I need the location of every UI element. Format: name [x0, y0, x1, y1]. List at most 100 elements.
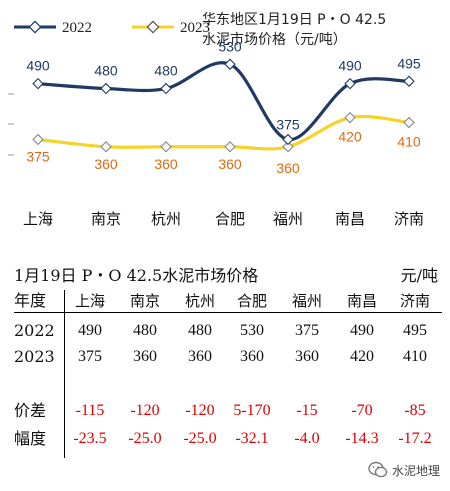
table-row-3-cell-0: -23.5: [73, 430, 107, 447]
category-label-0: 上海: [23, 210, 53, 228]
point-2022-3: [224, 58, 236, 70]
table-row-2-cell-4: -15: [296, 402, 318, 419]
legend-marker-2022: [28, 20, 42, 34]
category-label-5: 南昌: [335, 210, 365, 228]
table-vertical-divider: [64, 290, 65, 458]
table-header-row-cell-5: 南昌: [346, 292, 377, 310]
data-label-2022-4: 375: [276, 116, 300, 132]
series-lines: 490 480 480 530 375 490 495 375 360 360 360 360 420 4…: [26, 38, 421, 176]
watermark-text: 水泥地理: [391, 463, 440, 478]
data-label-2023-2: 360: [154, 156, 178, 172]
x-axis-categories: 上海 南京 杭州 合肥 福州 南昌 济南: [23, 210, 424, 228]
point-2022-1: [100, 82, 112, 95]
category-label-2: 杭州: [151, 210, 181, 228]
table-title: 1月19日 P・O 42.5水泥市场价格: [14, 266, 259, 285]
table-row-3-cell-2: -25.0: [183, 430, 217, 447]
data-label-2022-2: 480: [154, 63, 178, 79]
table-row-3: 幅度 -23.5 -25.0 -25.0 -32.1 -4.0 -14.3 -17.2: [0, 426, 450, 452]
table-row-1-cell-4: 360: [295, 348, 319, 365]
table-header-row-cell-4: 福州: [291, 292, 322, 310]
table-row-1-cell-0: 375: [78, 348, 102, 365]
table-row-1-cell-2: 360: [188, 348, 212, 365]
point-2023-0: [32, 133, 44, 146]
table-row-0-cell-4: 375: [295, 322, 319, 339]
table-row-2-cell-5: -70: [351, 402, 373, 419]
legend-label-2022: 2022: [62, 20, 92, 36]
data-label-2022-1: 480: [94, 63, 118, 79]
point-2022-6: [403, 75, 415, 87]
wechat-icon: [368, 461, 388, 478]
table-row-0-cell-3: 530: [240, 322, 264, 339]
point-2022-5: [344, 77, 356, 90]
y-axis-ticks: [8, 93, 14, 156]
table-row-1-cell-3: 360: [240, 348, 264, 365]
table-row-2-cell-1: -120: [130, 402, 160, 419]
data-label-2022-6: 495: [397, 55, 421, 71]
data-label-2023-6: 410: [397, 134, 421, 150]
price-table: 1月19日 P・O 42.5水泥市场价格 元/吨 年度 上海 南京 杭州 合肥 福州 南昌 济…: [0, 258, 450, 458]
table-row-3-cell-3: -32.1: [235, 430, 269, 447]
chart-legend: 2022 2023: [14, 20, 210, 36]
table-row-1-label: 2023: [14, 347, 55, 366]
table-header-row-cell-2: 杭州: [184, 292, 215, 310]
point-2022-4: [282, 133, 294, 146]
data-label-2022-5: 490: [338, 58, 362, 74]
table-row-2-cell-2: -120: [185, 402, 215, 419]
chart-title-line-2: 水泥市场价格（元/吨）: [202, 31, 347, 48]
table-row-0-cell-2: 480: [188, 322, 212, 339]
category-label-3: 合肥: [215, 210, 245, 228]
point-2023-1: [100, 141, 112, 153]
data-label-2023-4: 360: [276, 160, 300, 176]
table-header-row-cell-0: 上海: [74, 292, 105, 310]
table-header-row-label: 年度: [14, 291, 47, 310]
point-2022-2: [160, 82, 172, 95]
table-row-3-cell-5: -14.3: [345, 430, 379, 447]
table-row-2: 价差 -115 -120 -120 5-170 -15 -70 -85: [0, 398, 450, 424]
table-row-0: 2022 490 480 480 530 375 490 495: [0, 318, 450, 344]
table-row-1-cell-1: 360: [133, 348, 157, 365]
category-label-6: 济南: [394, 210, 424, 228]
table-header-row-cell-3: 合肥: [236, 292, 267, 310]
line-chart: 2022 2023 华东地区1月19日 P・O 42.5 水泥市场价格（元/吨） 4…: [8, 12, 424, 228]
data-label-2023-1: 360: [94, 156, 118, 172]
table-row-3-label: 幅度: [14, 429, 47, 448]
table-row-3-cell-1: -25.0: [128, 430, 162, 447]
table-row-2-cell-6: -85: [404, 402, 426, 419]
table-row-2-label: 价差: [14, 401, 47, 420]
category-label-4: 福州: [273, 210, 303, 228]
table-row-0-cell-6: 495: [403, 322, 427, 339]
table-row-1: 2023 375 360 360 360 360 420 410: [0, 344, 450, 370]
watermark: 水泥地理: [368, 459, 440, 481]
data-label-2023-3: 360: [218, 156, 242, 172]
table-row-1-cell-6: 410: [403, 348, 427, 365]
table-header-row: 年度 上海 南京 杭州 合肥 福州 南昌 济南: [0, 288, 450, 314]
table-header-row-cell-1: 南京: [129, 292, 160, 310]
point-2023-6: [403, 116, 415, 129]
point-2023-3: [224, 141, 236, 153]
table-row-3-cell-6: -17.2: [398, 430, 432, 447]
table-row-2-cell-0: -115: [75, 402, 105, 419]
table-row-0-cell-1: 480: [133, 322, 157, 339]
table-header-row-cell-6: 济南: [399, 292, 430, 310]
data-label-2022-3: 530: [218, 38, 242, 54]
table-unit: 元/吨: [400, 266, 438, 285]
point-2023-2: [160, 141, 172, 153]
table-row-2-cell-3: 5-170: [233, 402, 271, 419]
point-2023-5: [344, 111, 356, 124]
table-row-3-cell-4: -4.0: [294, 430, 320, 447]
table-row-0-label: 2022: [14, 321, 55, 340]
table-row-1-cell-5: 420: [350, 348, 374, 365]
table-row-0-cell-0: 490: [78, 322, 102, 339]
chart-title: 华东地区1月19日 P・O 42.5 水泥市场价格（元/吨）: [202, 12, 386, 48]
data-label-2022-0: 490: [26, 58, 50, 74]
legend-marker-2023: [146, 20, 160, 34]
table-row-0-cell-5: 490: [350, 322, 374, 339]
chart-title-line-1: 华东地区1月19日 P・O 42.5: [202, 12, 386, 28]
category-label-1: 南京: [91, 210, 121, 228]
legend-label-2023: 2023: [180, 20, 210, 36]
point-2022-0: [32, 77, 44, 90]
data-label-2023-5: 420: [338, 129, 362, 145]
point-2023-4: [282, 141, 294, 153]
table-header-divider: [14, 312, 442, 313]
data-label-2023-0: 375: [26, 148, 50, 164]
